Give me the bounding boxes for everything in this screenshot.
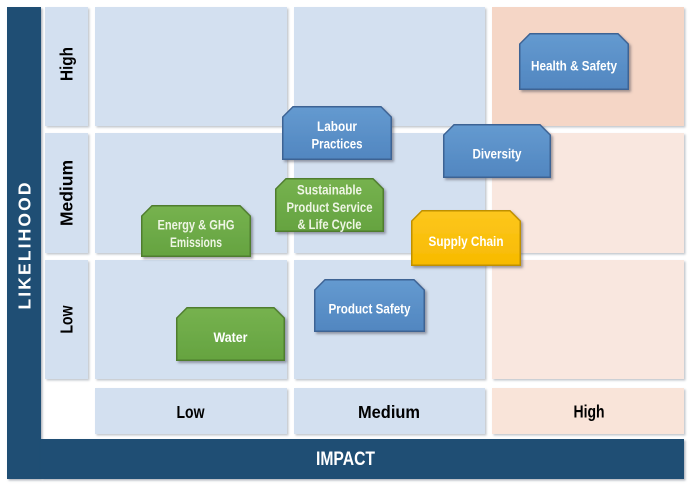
svg-text:Labour: Labour (317, 119, 358, 134)
svg-text:LIKELIHOOD: LIKELIHOOD (15, 183, 35, 310)
svg-text:Water: Water (214, 330, 249, 345)
svg-text:Diversity: Diversity (473, 147, 522, 162)
svg-text:Sustainable: Sustainable (297, 182, 362, 197)
svg-text:Emissions: Emissions (170, 235, 222, 250)
svg-text:High: High (574, 402, 605, 422)
svg-text:High: High (57, 47, 77, 81)
svg-text:Medium: Medium (57, 160, 77, 226)
svg-text:Product Safety: Product Safety (329, 302, 411, 317)
svg-text:Health & Safety: Health & Safety (531, 59, 617, 74)
svg-text:Practices: Practices (312, 137, 363, 152)
svg-text:Energy & GHG: Energy & GHG (158, 218, 235, 233)
svg-text:IMPACT: IMPACT (316, 449, 375, 470)
svg-text:Low: Low (177, 402, 205, 422)
svg-text:Low: Low (57, 305, 77, 333)
svg-text:Medium: Medium (358, 402, 420, 422)
svg-text:& Life Cycle: & Life Cycle (298, 217, 362, 232)
svg-text:Product Service: Product Service (287, 200, 373, 215)
svg-text:Supply Chain: Supply Chain (429, 234, 504, 249)
